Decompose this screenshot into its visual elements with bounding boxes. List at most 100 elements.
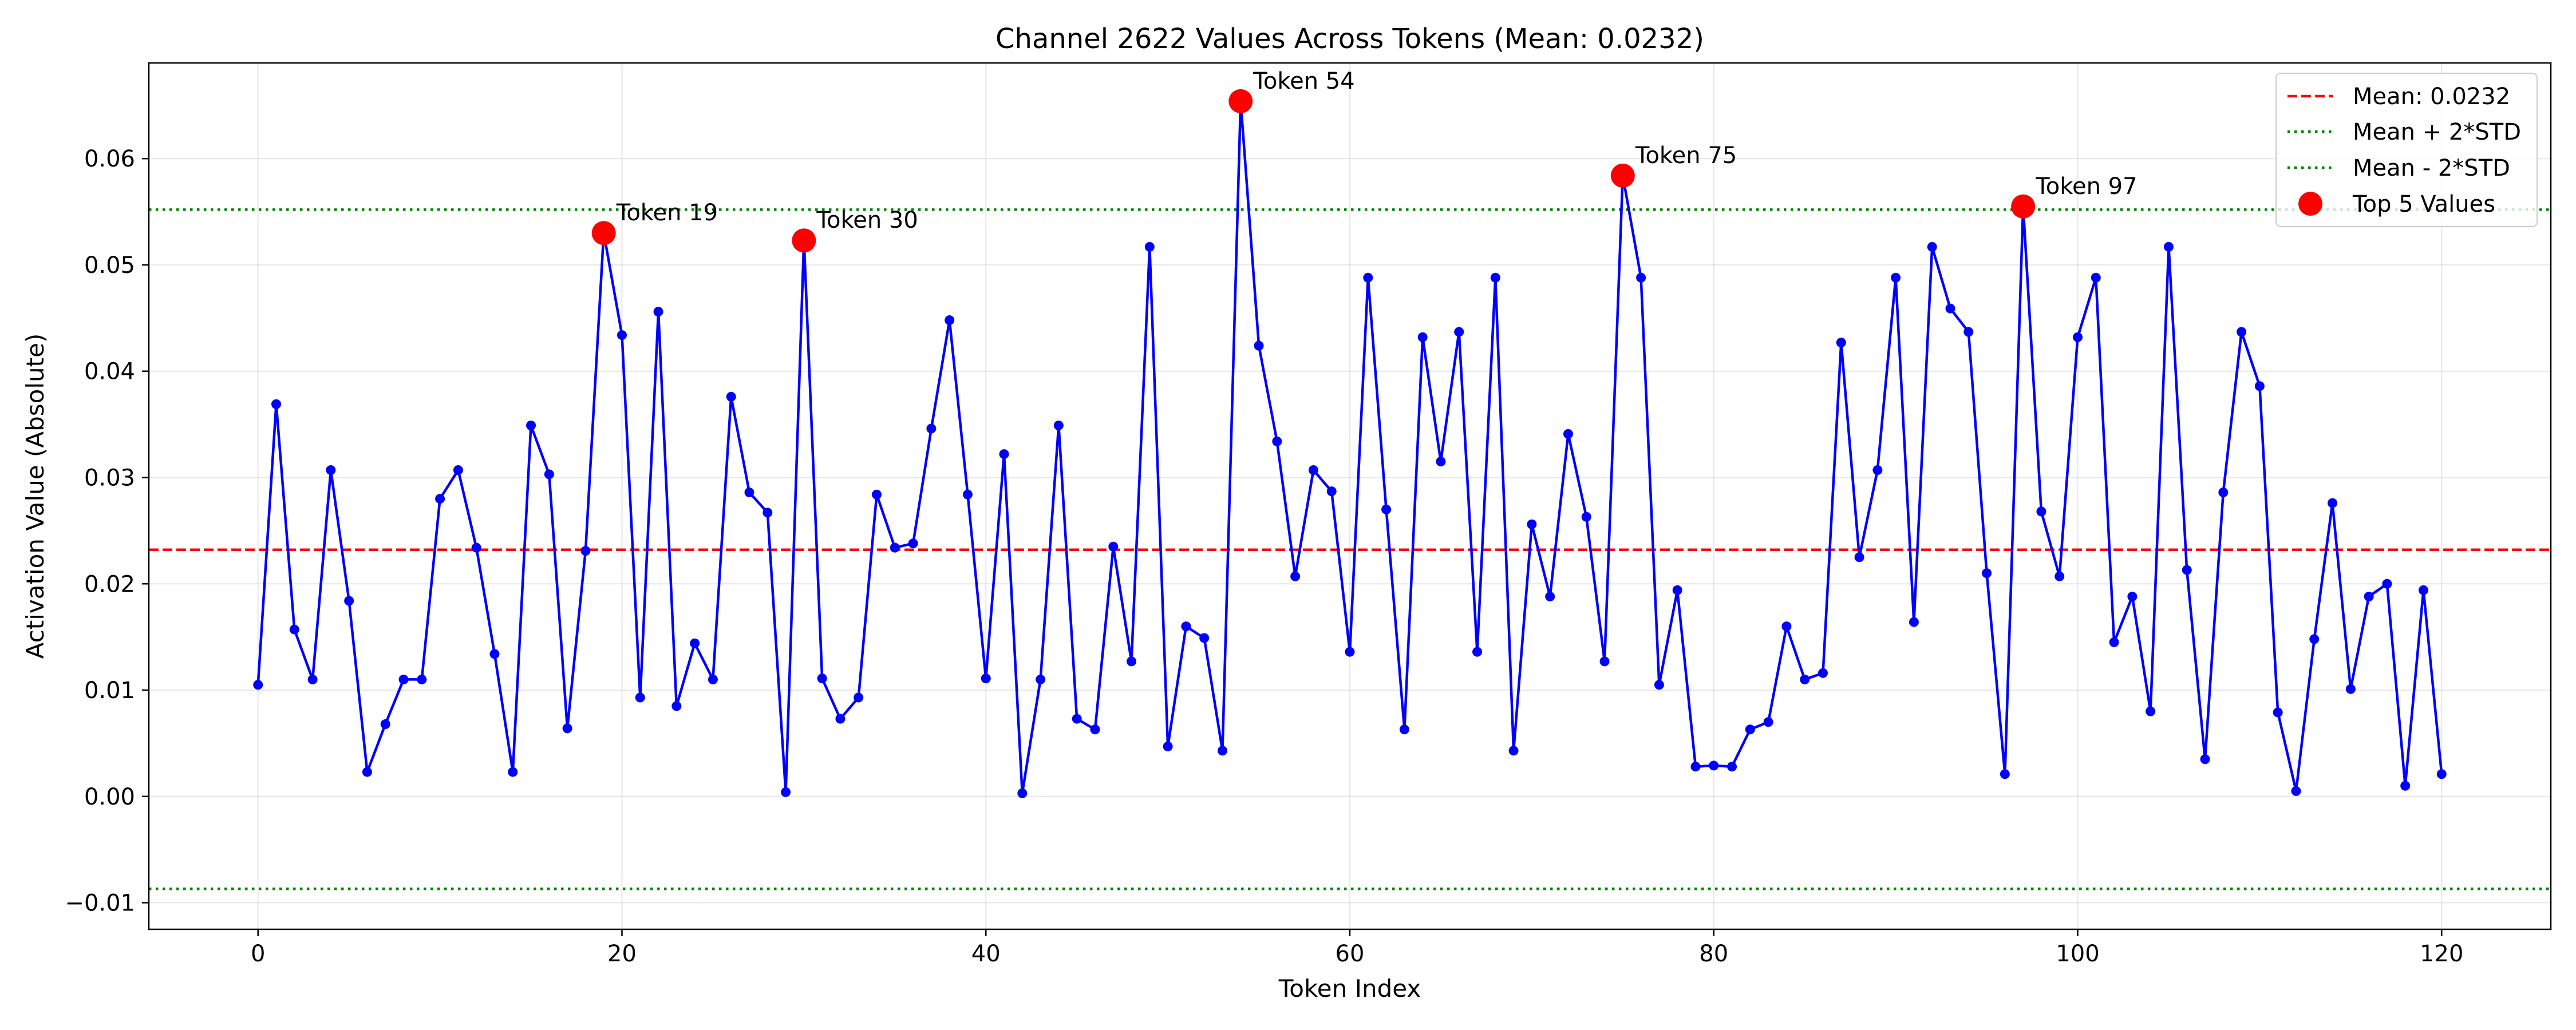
data-point <box>398 674 409 684</box>
data-point <box>1927 241 1937 252</box>
data-point <box>471 542 481 553</box>
data-point <box>1636 272 1646 283</box>
legend-box <box>2275 73 2538 227</box>
data-point <box>1545 592 1555 602</box>
data-point <box>1072 714 1082 724</box>
legend-top-values-label: Top 5 Values <box>2352 191 2495 217</box>
data-point <box>744 487 754 497</box>
x-tick-label: 80 <box>1699 941 1728 967</box>
data-point <box>1181 621 1191 632</box>
data-point <box>580 546 591 556</box>
data-point <box>1017 788 1028 798</box>
x-tick-label: 60 <box>1336 941 1365 967</box>
data-point <box>2109 637 2119 647</box>
data-point <box>1345 647 1355 657</box>
x-axis-label: Token Index <box>1278 974 1421 1003</box>
top-value-label: Token 75 <box>1635 142 1737 169</box>
x-tick-label: 120 <box>2420 941 2463 967</box>
data-point <box>1108 541 1119 552</box>
data-point <box>635 692 645 703</box>
data-point <box>1654 680 1664 690</box>
data-point <box>1727 762 1737 772</box>
data-point <box>344 596 354 606</box>
data-point <box>289 624 299 635</box>
x-tick-label: 40 <box>971 941 1001 967</box>
data-point <box>2127 592 2138 602</box>
y-tick-label: 0.05 <box>84 252 135 279</box>
x-tick-label: 100 <box>2056 941 2099 967</box>
x-axis-ticks: 0 20 40 60 80 100 120 <box>251 929 2463 967</box>
data-point <box>2036 506 2046 517</box>
data-point <box>2364 592 2374 602</box>
legend: Mean: 0.0232 Mean + 2*STD Mean - 2*STD T… <box>2275 73 2538 227</box>
y-axis-ticks: −0.01 0.00 0.01 0.02 0.03 0.04 0.05 0.06 <box>65 146 149 917</box>
data-point <box>671 701 682 711</box>
data-point <box>2309 634 2320 644</box>
data-point <box>1326 486 1337 497</box>
data-point <box>690 638 700 648</box>
data-point <box>1963 327 1974 337</box>
data-point <box>380 719 390 729</box>
top-value-label: Token 97 <box>2035 173 2137 200</box>
data-point <box>1891 272 1901 283</box>
data-point <box>362 767 372 777</box>
y-tick-label: −0.01 <box>65 890 135 917</box>
data-point <box>817 674 827 684</box>
data-point <box>271 399 282 409</box>
data-point <box>2000 769 2010 779</box>
top-value-label: Token 30 <box>816 207 918 233</box>
data-point <box>1763 717 1773 727</box>
data-point <box>962 489 973 500</box>
data-point <box>1781 621 1792 632</box>
top-value-marker <box>1228 89 1253 113</box>
data-point <box>1254 340 1264 351</box>
data-point <box>2291 786 2301 797</box>
y-tick-label: 0.02 <box>84 571 135 597</box>
y-tick-label: 0.06 <box>84 146 135 172</box>
data-point <box>544 469 554 480</box>
data-point <box>1599 656 1610 667</box>
chart-title: Channel 2622 Values Across Tokens (Mean:… <box>995 23 1704 55</box>
reference-lines <box>149 208 2551 890</box>
data-point <box>1854 552 1864 562</box>
data-point <box>1308 465 1318 475</box>
top-value-marker <box>591 221 616 245</box>
legend-mean-label: Mean: 0.0232 <box>2353 84 2510 110</box>
data-point <box>307 674 318 684</box>
data-point <box>2091 272 2101 283</box>
data-point <box>1436 457 1446 467</box>
data-point <box>2200 754 2210 764</box>
data-point <box>526 420 536 430</box>
data-point <box>872 489 882 500</box>
data-point <box>1909 617 1919 627</box>
data-point <box>453 465 463 475</box>
y-tick-label: 0.00 <box>84 784 135 810</box>
data-point <box>2436 769 2447 779</box>
data-point <box>708 674 718 684</box>
y-tick-label: 0.03 <box>84 465 135 491</box>
data-point <box>1272 436 1282 446</box>
data-point <box>1563 429 1573 439</box>
data-point <box>854 692 864 703</box>
data-point <box>1454 327 1464 337</box>
data-point <box>1163 741 1173 751</box>
data-point <box>1490 272 1500 283</box>
data-point <box>1363 272 1373 283</box>
top-value-marker <box>792 228 816 253</box>
data-point <box>835 714 846 724</box>
data-point <box>435 494 445 504</box>
data-point <box>2055 571 2065 581</box>
data-point <box>762 508 773 518</box>
data-point <box>2382 579 2392 589</box>
legend-lower-label: Mean - 2*STD <box>2353 155 2510 181</box>
top-value-label: Token 54 <box>1253 68 1354 94</box>
data-point <box>1745 724 1755 735</box>
data-point <box>945 315 955 326</box>
data-point <box>726 391 736 402</box>
y-axis-label: Activation Value (Absolute) <box>21 334 49 659</box>
data-point <box>2073 332 2083 342</box>
data-point <box>1036 674 1046 684</box>
x-tick-label: 20 <box>607 941 637 967</box>
legend-upper-label: Mean + 2*STD <box>2353 119 2521 145</box>
